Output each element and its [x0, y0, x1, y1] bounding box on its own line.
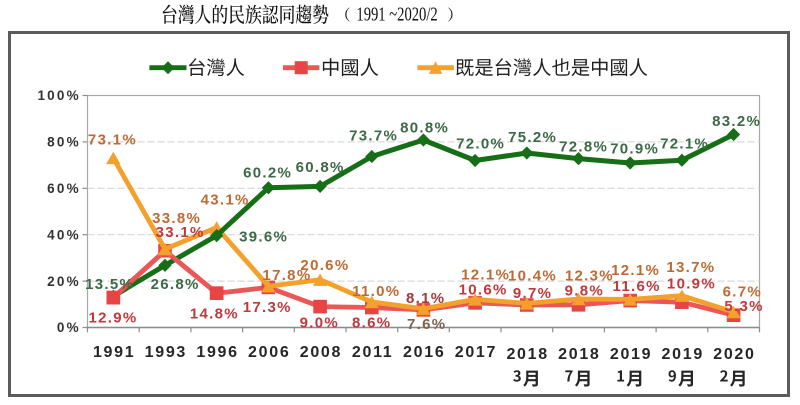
svg-text:60.8%: 60.8% — [296, 159, 345, 176]
svg-text:6.7%: 6.7% — [723, 283, 762, 300]
svg-text:2020: 2020 — [713, 346, 755, 363]
svg-text:11.0%: 11.0% — [352, 283, 400, 300]
svg-text:83.2%: 83.2% — [712, 113, 761, 130]
svg-text:43.1%: 43.1% — [201, 191, 250, 208]
svg-text:8.1%: 8.1% — [406, 290, 445, 307]
svg-text:2016: 2016 — [403, 344, 445, 361]
svg-text:2006: 2006 — [248, 344, 290, 361]
svg-text:80.8%: 80.8% — [400, 119, 449, 136]
svg-text:10.6%: 10.6% — [459, 282, 508, 299]
svg-text:33.1%: 33.1% — [156, 224, 205, 241]
svg-text:72.0%: 72.0% — [456, 135, 505, 152]
svg-text:12.3%: 12.3% — [565, 267, 614, 284]
svg-text:13.5%: 13.5% — [85, 276, 134, 293]
svg-text:26.8%: 26.8% — [151, 276, 200, 293]
svg-text:2018: 2018 — [506, 346, 548, 363]
svg-text:0%: 0% — [57, 320, 81, 335]
svg-text:17.3%: 17.3% — [243, 299, 292, 316]
svg-text:1996: 1996 — [196, 344, 238, 361]
svg-text:1991: 1991 — [93, 344, 135, 361]
svg-text:1993: 1993 — [145, 344, 187, 361]
svg-text:9.7%: 9.7% — [513, 285, 552, 302]
svg-text:13.7%: 13.7% — [666, 259, 715, 276]
svg-text:60.2%: 60.2% — [243, 164, 292, 181]
svg-text:2019: 2019 — [662, 346, 704, 363]
svg-text:5.3%: 5.3% — [724, 298, 763, 315]
svg-text:60%: 60% — [47, 181, 81, 196]
svg-text:72.8%: 72.8% — [559, 138, 608, 155]
svg-text:40%: 40% — [47, 227, 81, 242]
svg-text:1991 ~2020/2: 1991 ~2020/2 — [356, 2, 437, 25]
svg-text:2017: 2017 — [455, 344, 497, 361]
svg-text:2018: 2018 — [558, 346, 600, 363]
svg-text:8.6%: 8.6% — [352, 314, 391, 331]
svg-text:2011: 2011 — [352, 344, 394, 361]
svg-text:7.6%: 7.6% — [407, 316, 446, 333]
svg-text:12.1%: 12.1% — [461, 267, 510, 284]
svg-text:33.8%: 33.8% — [152, 210, 201, 227]
svg-text:73.1%: 73.1% — [88, 131, 137, 148]
svg-text:17.8%: 17.8% — [262, 267, 311, 284]
svg-text:10.9%: 10.9% — [667, 275, 716, 292]
svg-text:2008: 2008 — [300, 344, 342, 361]
svg-text:72.1%: 72.1% — [660, 135, 709, 152]
svg-text:12.1%: 12.1% — [611, 262, 660, 279]
svg-text:2019: 2019 — [610, 346, 652, 363]
svg-text:73.7%: 73.7% — [349, 127, 398, 144]
svg-text:70.9%: 70.9% — [610, 140, 659, 157]
svg-text:75.2%: 75.2% — [508, 129, 557, 146]
svg-text:9.0%: 9.0% — [300, 314, 339, 331]
svg-text:11.6%: 11.6% — [613, 278, 661, 295]
svg-text:12.9%: 12.9% — [89, 309, 138, 326]
svg-text:39.6%: 39.6% — [239, 228, 288, 245]
svg-text:100%: 100% — [37, 88, 80, 103]
svg-text:80%: 80% — [47, 135, 81, 150]
svg-text:20.6%: 20.6% — [300, 257, 349, 274]
svg-text:20%: 20% — [47, 274, 81, 289]
svg-text:10.4%: 10.4% — [508, 267, 557, 284]
svg-text:9.8%: 9.8% — [565, 282, 604, 299]
svg-text:14.8%: 14.8% — [190, 306, 239, 323]
